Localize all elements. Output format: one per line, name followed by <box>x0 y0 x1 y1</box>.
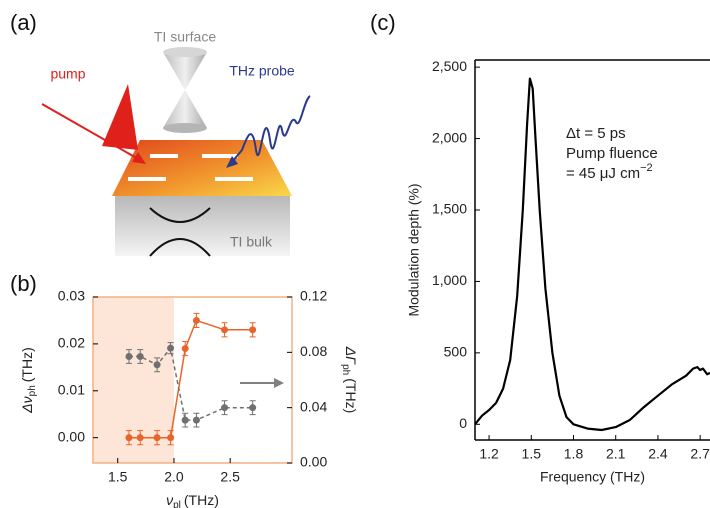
slab-mark <box>128 177 166 181</box>
data-point <box>181 345 189 353</box>
label-part: ΔΓ <box>343 346 359 365</box>
panel-label: (a) <box>10 10 37 35</box>
probe-arrow <box>226 156 238 168</box>
panel-label: (b) <box>10 271 37 296</box>
label-part: (THz) <box>343 378 359 413</box>
y-tick-label: 1,000 <box>432 272 467 288</box>
x-tick-label: 1.5 <box>108 469 128 485</box>
cone <box>163 90 207 128</box>
pump-arrow <box>132 152 146 164</box>
slab <box>112 140 292 196</box>
label-part: (THz) <box>184 492 219 508</box>
label-part: ph <box>340 364 351 375</box>
y-tick-label: 500 <box>444 344 468 360</box>
data-point <box>192 316 200 324</box>
data-point <box>125 352 133 360</box>
panel-a: (a) TI surface pump THz probe TI bulk <box>10 10 311 257</box>
y-tick-label: 1,500 <box>432 201 467 217</box>
y-tick-label: 0.03 <box>58 288 85 304</box>
pump-arrow <box>41 103 141 161</box>
cone <box>163 47 207 57</box>
panel-label: (c) <box>370 10 396 35</box>
band <box>149 238 211 257</box>
annotation-sup: −2 <box>640 162 653 174</box>
y-tick-label: 0.00 <box>58 428 85 444</box>
label-part: Δν <box>19 396 35 413</box>
label-part: ν <box>166 492 173 508</box>
data-point <box>249 326 257 334</box>
y2-tick-label: 0.08 <box>300 343 327 359</box>
axis-arrow <box>274 378 284 388</box>
x-axis-label: Frequency (THz) <box>540 469 645 485</box>
data-point <box>125 434 133 442</box>
axis-label: Δνph (THz) <box>19 347 38 414</box>
data-point <box>221 404 229 412</box>
data-point <box>192 416 200 424</box>
label-part: (THz) <box>19 347 35 382</box>
data-point <box>249 404 257 412</box>
cone <box>163 52 207 90</box>
slab-mark <box>150 154 178 158</box>
label: THz probe <box>229 63 295 79</box>
x-tick-label: 1.2 <box>479 446 499 462</box>
x-tick-label: 2.0 <box>164 469 184 485</box>
slab-mark <box>215 177 253 181</box>
frame <box>92 296 293 464</box>
label: pump <box>50 66 85 82</box>
series-line <box>474 77 710 432</box>
data-point <box>221 326 229 334</box>
y-tick-label: 0 <box>459 415 467 431</box>
annotation: = 45 μJ cm−2 <box>566 162 653 182</box>
y2-tick-label: 0.04 <box>300 398 327 414</box>
annotation: Δt = 5 ps <box>566 125 626 142</box>
pump-pulse <box>102 84 138 150</box>
data-point <box>167 344 175 352</box>
y-tick-label: 0.01 <box>58 381 85 397</box>
cone <box>163 123 207 133</box>
shaded-region <box>93 297 174 463</box>
label-part: pl <box>173 500 181 508</box>
y-axis-label: Modulation depth (%) <box>406 183 422 316</box>
thz-wave <box>231 95 311 163</box>
x-tick-label: 2.1 <box>606 446 626 462</box>
label: TI surface <box>154 29 216 45</box>
x-tick-label: 2.4 <box>648 446 668 462</box>
x-tick-label: 2.5 <box>220 469 240 485</box>
axis-label: νpl (THz) <box>166 492 219 508</box>
x-tick-label: 1.8 <box>564 446 584 462</box>
data-point <box>181 416 189 424</box>
x-tick-label: 1.5 <box>522 446 542 462</box>
data-point <box>153 434 161 442</box>
data-point <box>167 434 175 442</box>
y-tick-label: 2,500 <box>432 58 467 74</box>
slab-mark <box>202 154 238 158</box>
annotation-text: Pump fluence <box>566 145 658 162</box>
data-point <box>153 361 161 369</box>
y-tick-label: 0.02 <box>58 335 85 351</box>
label: TI bulk <box>230 234 273 250</box>
annotation-text: = 45 μJ cm <box>566 165 640 182</box>
bulk-block <box>115 196 290 256</box>
data-point <box>136 434 144 442</box>
label-part: ph <box>27 385 38 396</box>
y2-tick-label: 0.00 <box>300 454 327 470</box>
band <box>149 207 211 223</box>
x-tick-label: 2.7 <box>690 446 710 462</box>
y-tick-label: 2,000 <box>432 129 467 145</box>
data-point <box>136 352 144 360</box>
annotation: Pump fluence <box>566 145 658 162</box>
annotation-text: Δt = 5 ps <box>566 125 626 142</box>
y2-tick-label: 0.12 <box>300 288 327 304</box>
axis-label: ΔΓph (THz) <box>340 346 359 414</box>
